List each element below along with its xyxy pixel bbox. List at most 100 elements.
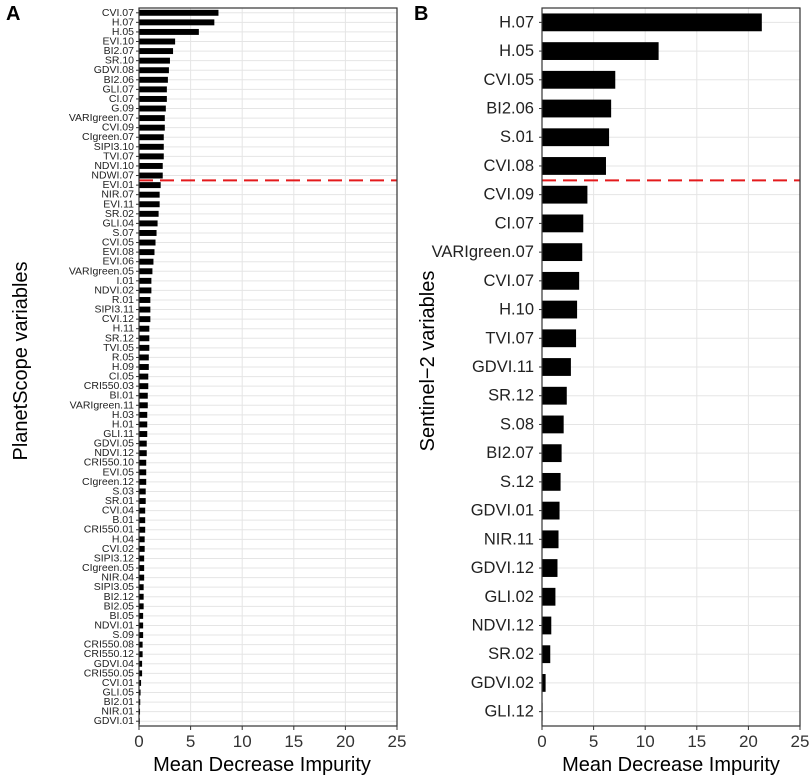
- panel-b-bar: [542, 271, 580, 290]
- panel-a-bar: [139, 603, 144, 610]
- panel-a-bar: [139, 469, 147, 476]
- panel-b-category-label: BI2.06: [486, 100, 534, 118]
- panel-a-category-label: NDWI.07: [91, 170, 134, 182]
- panel-a-category-label: CIgreen.12: [82, 476, 134, 488]
- panel-b-category-label: S.01: [500, 128, 534, 146]
- panel-a-bar: [139, 153, 164, 160]
- panel-a-x-axis-title: Mean Decrease Impurity: [153, 754, 371, 776]
- panel-a-bar: [139, 124, 165, 131]
- panel-a-bar: [139, 632, 144, 639]
- panel-a-category-label: CRI550.08: [84, 639, 134, 651]
- panel-b-category-label: GDVI.11: [472, 358, 534, 376]
- panel-a-category-label: BI2.07: [104, 45, 135, 57]
- panel-b-bar: [542, 214, 584, 233]
- panel-a-category-label: CIgreen.07: [82, 131, 134, 143]
- panel-a-bar: [139, 651, 143, 658]
- panel-a-bar: [139, 316, 151, 323]
- panel-a-bar: [139, 383, 149, 390]
- panel-a-category-label: GLI.07: [102, 83, 134, 95]
- panel-b: B Sentinel−2 variables Mean Decrease Imp…: [414, 3, 809, 776]
- panel-a-bar: [139, 287, 152, 294]
- panel-a-bar: [139, 249, 155, 256]
- panel-a-bar: [139, 565, 145, 572]
- panel-b-bar: [542, 128, 610, 147]
- panel-b-x-tick-label: 10: [636, 732, 655, 751]
- panel-a-bar: [139, 19, 215, 26]
- panel-a-bar: [139, 239, 156, 246]
- panel-a-bar: [139, 411, 148, 418]
- panel-a-category-label: VARIgreen.07: [69, 112, 134, 124]
- panel-a-bar: [139, 584, 144, 591]
- panel-a-category-label: S.09: [112, 629, 134, 641]
- panel-b-category-label: CVI.08: [484, 157, 534, 175]
- panel-a-category-label: NDVI.12: [94, 447, 134, 459]
- panel-a-category-label: S.07: [112, 227, 134, 239]
- panel-b-plot-frame: [541, 7, 801, 727]
- panel-a-category-label: NDVI.02: [94, 284, 134, 296]
- panel-a-category-label: CRI550.10: [84, 457, 134, 469]
- panel-a-bar: [139, 431, 148, 437]
- panel-a-bar: [139, 143, 164, 150]
- panel-a-category-label: I.01: [116, 275, 134, 287]
- panel-a-category-label: CRI550.12: [84, 648, 134, 660]
- panel-a-label: A: [6, 3, 20, 25]
- panel-b-bar: [542, 472, 561, 491]
- panel-a-category-label: CVI.04: [102, 505, 134, 517]
- panel-a-category-label: BI2.12: [104, 591, 135, 603]
- panel-a-category-label: SR.01: [105, 495, 134, 507]
- panel-a-bar: [139, 57, 170, 64]
- panel-a-bar: [139, 105, 166, 112]
- panel-a-category-label: EVI.08: [102, 246, 134, 258]
- panel-b-bar: [542, 358, 571, 376]
- panel-a-category-label: NIR.01: [101, 706, 134, 718]
- panel-b-x-tick-label: 5: [589, 732, 598, 751]
- panel-b-category-label: NDVI.12: [472, 616, 534, 634]
- panel-b-bar: [542, 587, 556, 606]
- panel-a-bar: [139, 115, 165, 122]
- panel-b-category-label: SR.02: [488, 645, 534, 663]
- panel-b-category-label: H.10: [499, 301, 534, 319]
- panel-a-bar: [139, 679, 142, 686]
- panel-a-bar: [139, 622, 144, 629]
- panel-a-category-label: NIR.04: [101, 572, 134, 584]
- panel-b-category-label: CVI.09: [484, 186, 534, 204]
- panel-a-category-label: R.05: [112, 351, 134, 363]
- panel-a-category-label: H.07: [112, 16, 134, 28]
- panel-a-bar: [139, 134, 164, 141]
- panel-a-bar: [139, 325, 150, 332]
- panel-a-category-label: CVI.07: [102, 7, 134, 19]
- panel-a-bar: [139, 670, 143, 677]
- panel-b-bar: [542, 444, 562, 463]
- panel-b-bar: [542, 386, 567, 405]
- panel-a-x-tick-label: 20: [336, 732, 355, 751]
- panel-a-x-tick-labels: 0 5 10 15 20 25: [134, 726, 406, 751]
- panel-a-category-label: H.03: [112, 409, 134, 421]
- panel-a-category-label: CRI550.01: [84, 524, 134, 536]
- panel-a-category-label: SR.02: [105, 208, 134, 220]
- panel-a-bar: [139, 67, 169, 74]
- panel-a-category-label: NIR.07: [101, 189, 134, 201]
- panel-b-bar: [542, 13, 762, 32]
- panel-a-bar: [139, 182, 161, 189]
- panel-a-category-label: BI2.05: [104, 600, 135, 612]
- panel-a-bars: [139, 9, 219, 725]
- panel-a-category-label: CVI.01: [102, 677, 134, 689]
- panel-a-bar: [139, 220, 158, 227]
- panel-b-bar: [542, 185, 588, 204]
- panel-a-bar: [139, 392, 148, 399]
- panel-a-x-tick-label: 0: [134, 732, 143, 751]
- panel-a-bar: [139, 354, 149, 361]
- panel-a-bar: [139, 344, 150, 351]
- panel-a-bar: [139, 373, 149, 380]
- panel-b-category-label: NIR.11: [484, 530, 534, 548]
- panel-b-bar: [542, 300, 578, 319]
- panel-a-category-label: GLI.04: [102, 217, 134, 229]
- panel-b-category-label: GLI.02: [484, 588, 534, 606]
- panel-a-category-label: TVI.07: [103, 150, 134, 162]
- panel-b-bar: [542, 157, 606, 175]
- panel-b-bar: [542, 674, 546, 692]
- panel-a-bar: [139, 172, 163, 179]
- panel-b-y-axis-title: Sentinel−2 variables: [417, 271, 439, 452]
- panel-a-bar: [139, 191, 160, 198]
